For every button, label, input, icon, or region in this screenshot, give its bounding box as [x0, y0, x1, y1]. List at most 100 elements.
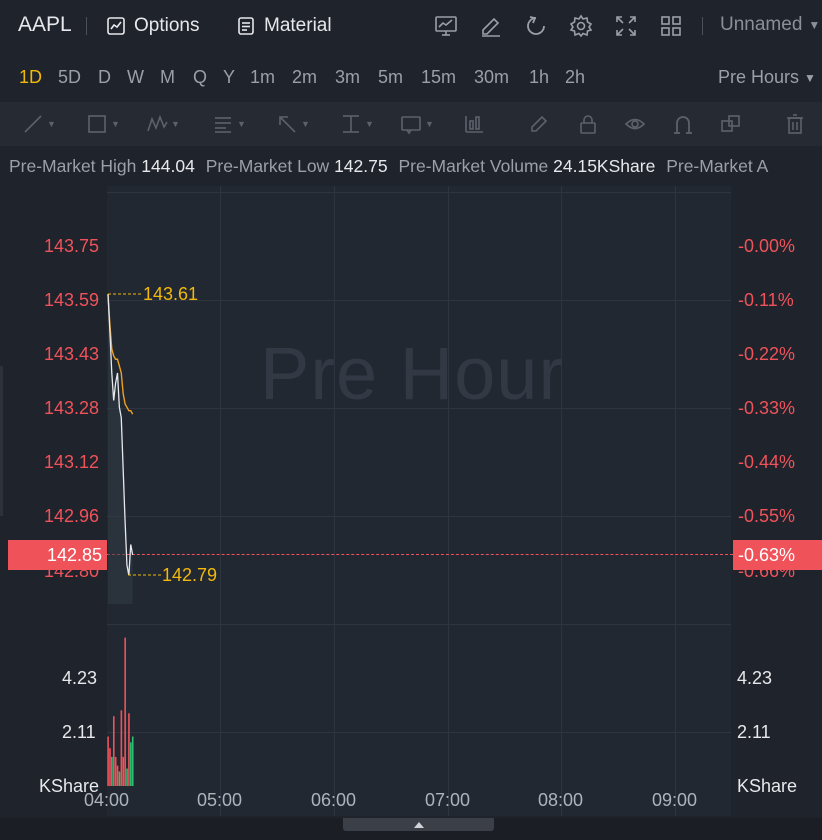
draw-icon[interactable]: [479, 14, 503, 38]
grid-layout-icon[interactable]: [659, 14, 683, 38]
eye-icon[interactable]: [624, 112, 664, 136]
price-chart[interactable]: Pre Hour 143.75 143.59 143.43 143.28 143…: [0, 186, 822, 816]
current-price-badge: 142.85: [8, 540, 107, 570]
collapse-panel-button[interactable]: [343, 818, 494, 831]
period-1h[interactable]: 1h: [529, 67, 550, 87]
arrow-icon[interactable]: ▼: [276, 112, 316, 136]
volume-tick-left: 4.23: [62, 668, 98, 688]
volume-bar: [122, 756, 125, 786]
percent-tick: -0.11%: [738, 290, 794, 310]
volume-bar: [118, 771, 121, 786]
volume-bar: [131, 736, 134, 786]
wave-icon[interactable]: ▼: [146, 112, 186, 136]
grid-line: [448, 186, 449, 816]
price-tick: 143.28: [43, 398, 99, 418]
measure-icon[interactable]: [463, 112, 503, 136]
refresh-icon[interactable]: [524, 14, 548, 38]
period-q[interactable]: Q: [193, 67, 208, 87]
volume-bar: [128, 713, 130, 786]
period-bar: 1D 5D D W M Q Y 1m 2m 3m 5m 15m 30m 1h 2…: [0, 58, 822, 98]
price-range-icon[interactable]: ▼: [343, 115, 374, 133]
volume-bar: [116, 765, 119, 786]
grid-line: [107, 408, 731, 409]
pm-more-label: Pre-Market A: [666, 156, 769, 176]
period-5m[interactable]: 5m: [378, 67, 404, 87]
rectangle-icon[interactable]: ▼: [86, 112, 126, 136]
price-tick: 143.75: [43, 236, 99, 256]
magnet-icon[interactable]: [672, 112, 712, 136]
period-15m[interactable]: 15m: [421, 67, 457, 87]
low-marker-label: 142.79: [162, 565, 218, 585]
period-1m[interactable]: 1m: [250, 67, 276, 87]
volume-unit-left: KShare: [39, 776, 100, 796]
volume-bar: [124, 637, 126, 786]
average-price-line: [107, 293, 134, 415]
pm-high-label: Pre-Market High: [9, 156, 137, 176]
volume-bar: [120, 710, 123, 786]
session-select[interactable]: Pre Hours ▼: [718, 67, 816, 88]
lock-icon[interactable]: [577, 112, 617, 136]
caret-down-icon: ▼: [804, 70, 816, 85]
price-tick: 143.12: [43, 452, 99, 472]
price-line: [107, 294, 134, 576]
material-button[interactable]: Material: [236, 12, 332, 40]
time-tick: 04:00: [84, 790, 130, 810]
volume-tick-right: 4.23: [737, 668, 773, 688]
volume-bar: [111, 756, 113, 786]
pm-high-value: 144.04: [141, 156, 195, 176]
price-tick: 143.43: [43, 344, 99, 364]
grid-line: [675, 186, 676, 816]
chart-left-edge: [0, 366, 3, 516]
volume-bar: [130, 742, 132, 786]
period-1d[interactable]: 1D: [19, 67, 43, 87]
current-price-line: [107, 554, 733, 555]
grid-line: [220, 186, 221, 816]
high-marker-label: 143.61: [143, 284, 199, 304]
trash-icon[interactable]: [784, 112, 822, 136]
top-toolbar: AAPL Options Material Unnamed ▼: [0, 0, 822, 52]
text-list-icon[interactable]: ▼: [215, 117, 246, 133]
grid-line: [107, 300, 731, 301]
percent-tick: -0.22%: [738, 344, 796, 364]
options-button[interactable]: Options: [106, 12, 199, 40]
period-m[interactable]: M: [160, 67, 175, 87]
symbol-name[interactable]: AAPL: [18, 13, 72, 36]
settings-icon[interactable]: [569, 14, 593, 38]
session-label: Pre Hours: [718, 67, 800, 87]
volume-tick-right: 2.11: [737, 722, 771, 742]
pen-icon[interactable]: [528, 112, 568, 136]
grid-line: [561, 186, 562, 816]
period-2m[interactable]: 2m: [292, 67, 318, 87]
volume-tick-left: 2.11: [62, 722, 96, 742]
toolbar-divider: [702, 17, 703, 35]
layers-icon[interactable]: [720, 112, 760, 136]
fullscreen-icon[interactable]: [614, 14, 638, 38]
period-d[interactable]: D: [98, 67, 111, 87]
options-label: Options: [134, 15, 200, 36]
chevron-up-icon: [413, 822, 424, 828]
time-tick: 07:00: [425, 790, 471, 810]
chart-type-icon[interactable]: [434, 14, 458, 38]
layout-select[interactable]: Unnamed ▼: [720, 14, 820, 36]
toolbar-divider: [86, 17, 87, 35]
price-tick: 143.59: [43, 290, 99, 310]
period-2h[interactable]: 2h: [565, 67, 586, 87]
volume-bar: [107, 736, 109, 786]
caret-down-icon: ▼: [808, 18, 821, 32]
bottom-bar: [0, 818, 822, 840]
period-30m[interactable]: 30m: [474, 67, 510, 87]
percent-tick: -0.44%: [738, 452, 796, 472]
drawing-toolbar: ▼ ▼ ▼ ▼ ▼ ▼ ▼: [0, 102, 822, 146]
time-tick: 06:00: [311, 790, 357, 810]
pm-volume-value: 24.15KShare: [553, 156, 656, 176]
period-w[interactable]: W: [127, 67, 144, 87]
time-tick: 09:00: [652, 790, 698, 810]
trend-line-icon[interactable]: ▼: [22, 112, 62, 136]
period-5d[interactable]: 5D: [58, 67, 82, 87]
note-icon[interactable]: ▼: [400, 112, 440, 136]
price-tick: 142.96: [43, 506, 99, 526]
pm-volume-label: Pre-Market Volume: [398, 156, 549, 176]
period-3m[interactable]: 3m: [335, 67, 361, 87]
period-y[interactable]: Y: [223, 67, 236, 87]
time-tick: 08:00: [538, 790, 584, 810]
